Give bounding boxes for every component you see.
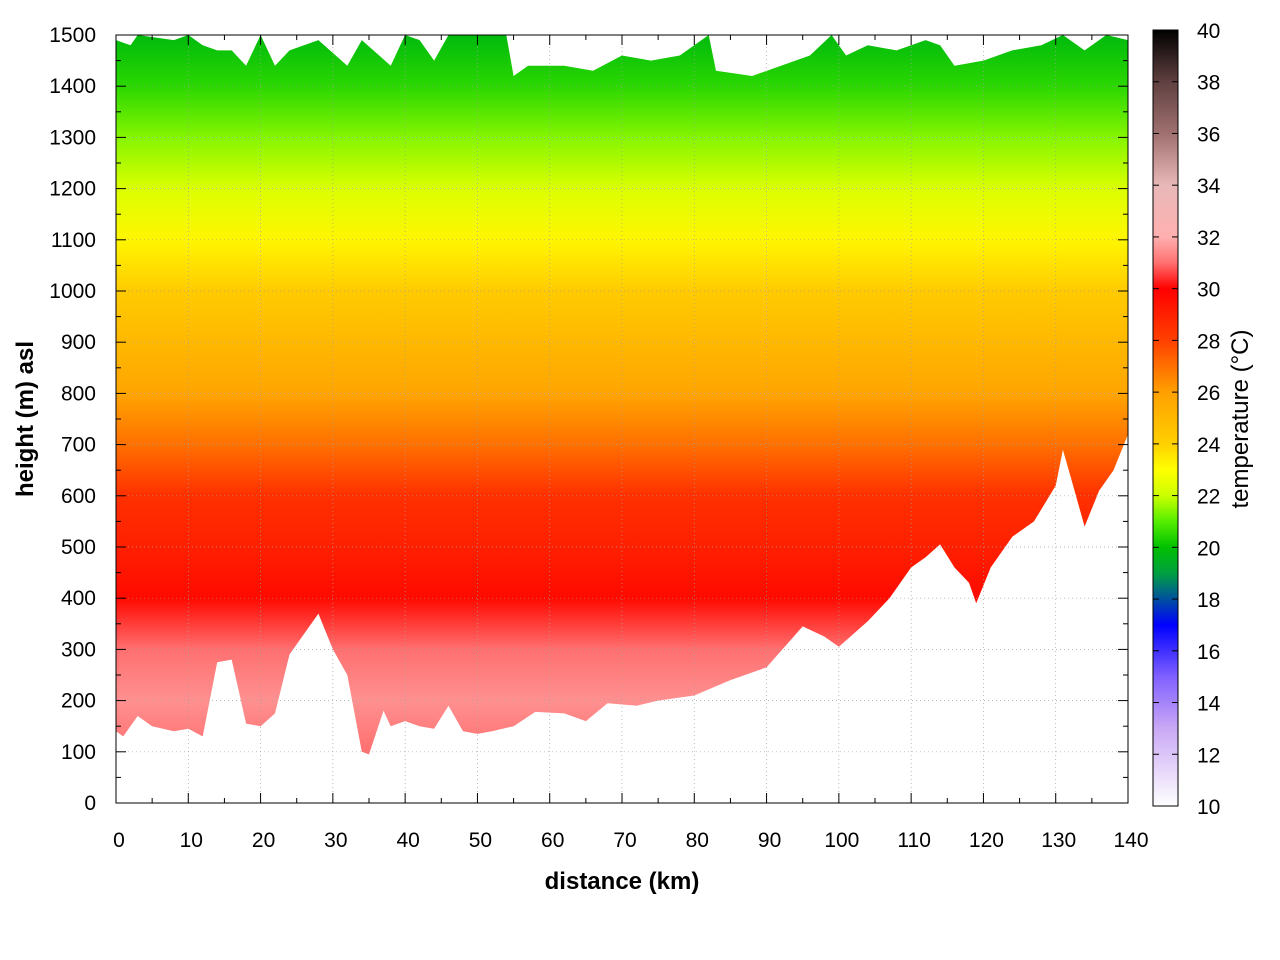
grid: [116, 35, 1128, 803]
y-tick-label: 0: [84, 792, 96, 815]
colorbar-tick-label: 38: [1197, 72, 1220, 95]
y-tick-labels: 0 100 200 300 400 500 600 700 800 900 1000 1100 1200…: [49, 24, 96, 815]
colorbar-tick-label: 18: [1197, 589, 1220, 612]
colorbar-tick-label: 32: [1197, 227, 1220, 250]
plot-area: [116, 35, 1128, 755]
axis-ticks: [115, 34, 1129, 804]
colorbar-tick-label: 30: [1197, 279, 1220, 302]
colorbar-title: temperature (°C): [1227, 330, 1254, 509]
x-tick-label: 10: [180, 829, 203, 852]
y-tick-label: 700: [61, 434, 96, 457]
colorbar-tick-label: 28: [1197, 330, 1220, 353]
colorbar-ticks: 10 12 14 16 18 20 22 24 26 28 30 32 34 36 38 40: [1153, 20, 1221, 819]
colorbar-tick-label: 10: [1197, 796, 1220, 819]
x-axis-title: distance (km): [545, 868, 700, 895]
colorbar-gradient: [1152, 29, 1179, 807]
x-tick-label: 70: [613, 829, 636, 852]
y-tick-label: 500: [61, 536, 96, 559]
y-tick-label: 300: [61, 638, 96, 661]
y-tick-label: 400: [61, 587, 96, 610]
colorbar: 10 12 14 16 18 20 22 24 26 28 30 32 34 36 38 40 tempera…: [1152, 20, 1254, 819]
x-tick-label: 140: [1113, 829, 1148, 852]
x-tick-labels: 0 10 20 30 40 50 60 70 80 90 100 110 120 130 140: [113, 829, 1148, 852]
colorbar-tick-label: 36: [1197, 123, 1220, 146]
x-tick-label: 130: [1041, 829, 1076, 852]
colorbar-tick-label: 40: [1197, 20, 1220, 43]
y-tick-label: 1100: [51, 229, 96, 252]
y-tick-label: 1500: [49, 24, 96, 47]
y-tick-label: 200: [61, 690, 96, 713]
colorbar-tick-label: 16: [1197, 641, 1220, 664]
x-tick-label: 110: [897, 829, 930, 852]
x-tick-label: 60: [541, 829, 564, 852]
x-tick-label: 90: [758, 829, 781, 852]
x-tick-label: 80: [686, 829, 709, 852]
temperature-field: [116, 35, 1128, 755]
colorbar-tick-label: 26: [1197, 382, 1220, 405]
colorbar-tick-label: 20: [1197, 537, 1220, 560]
y-tick-label: 1200: [49, 178, 96, 201]
x-tick-label: 20: [252, 829, 275, 852]
colorbar-tick-label: 24: [1197, 434, 1221, 457]
colorbar-tick-label: 34: [1197, 175, 1221, 198]
y-tick-label: 900: [61, 331, 96, 354]
y-tick-label: 1400: [49, 75, 96, 98]
colorbar-tick-label: 14: [1197, 693, 1221, 716]
x-tick-label: 30: [324, 829, 347, 852]
y-axis-title: height (m) asl: [12, 341, 39, 497]
y-tick-label: 1300: [49, 126, 96, 149]
x-tick-label: 100: [824, 829, 859, 852]
x-tick-label: 50: [469, 829, 492, 852]
x-tick-label: 120: [969, 829, 1004, 852]
x-tick-label: 40: [396, 829, 419, 852]
y-tick-label: 600: [61, 485, 96, 508]
colorbar-tick-label: 22: [1197, 486, 1220, 509]
y-tick-label: 800: [61, 382, 96, 405]
y-tick-label: 100: [61, 741, 96, 764]
x-tick-label: 0: [113, 829, 125, 852]
colorbar-tick-label: 12: [1197, 744, 1220, 767]
y-tick-label: 1000: [49, 280, 96, 303]
